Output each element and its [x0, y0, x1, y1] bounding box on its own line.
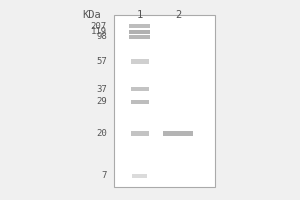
Text: 7: 7: [101, 171, 107, 180]
Bar: [131, 100, 148, 104]
Text: 207: 207: [91, 22, 107, 31]
Text: 1: 1: [136, 10, 143, 20]
Text: 98: 98: [96, 32, 107, 41]
Text: 20: 20: [96, 129, 107, 138]
Text: 29: 29: [96, 97, 107, 106]
Bar: [164, 131, 193, 136]
Bar: [131, 59, 148, 64]
Bar: [114, 15, 215, 187]
Bar: [129, 30, 150, 34]
Text: KDa: KDa: [83, 10, 101, 20]
Bar: [129, 35, 150, 39]
Bar: [132, 174, 147, 178]
Text: 57: 57: [96, 57, 107, 66]
Bar: [129, 24, 150, 28]
Bar: [131, 131, 148, 136]
Bar: [131, 87, 148, 91]
Text: 37: 37: [96, 85, 107, 94]
Text: 119: 119: [91, 27, 107, 36]
Text: 2: 2: [175, 10, 182, 20]
